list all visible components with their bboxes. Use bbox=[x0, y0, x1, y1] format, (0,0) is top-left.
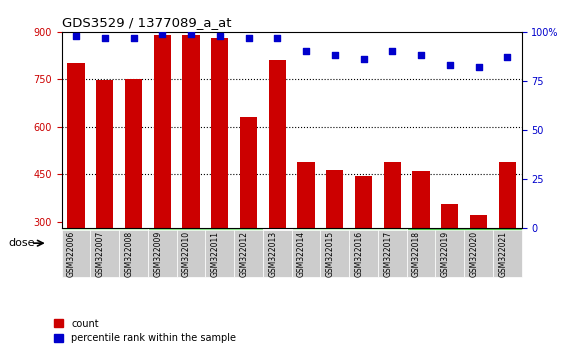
Point bbox=[72, 33, 81, 39]
Bar bbox=[441, 204, 458, 316]
Bar bbox=[297, 161, 315, 316]
Text: GSM322008: GSM322008 bbox=[125, 230, 134, 276]
Bar bbox=[292, 228, 407, 258]
Text: 5 mM: 5 mM bbox=[190, 238, 221, 248]
Point bbox=[417, 52, 426, 58]
Text: GSM322012: GSM322012 bbox=[240, 230, 249, 276]
Point bbox=[215, 33, 224, 39]
Text: GSM322010: GSM322010 bbox=[182, 230, 191, 276]
Text: dose: dose bbox=[8, 238, 35, 248]
Bar bbox=[240, 117, 257, 316]
Bar bbox=[499, 162, 516, 316]
Bar bbox=[326, 170, 343, 316]
Text: GDS3529 / 1377089_a_at: GDS3529 / 1377089_a_at bbox=[62, 16, 231, 29]
Point bbox=[100, 35, 109, 41]
Text: GSM322015: GSM322015 bbox=[326, 230, 335, 276]
Point bbox=[445, 62, 454, 68]
Point bbox=[359, 57, 368, 62]
Text: GSM322017: GSM322017 bbox=[383, 230, 392, 276]
Point bbox=[388, 48, 397, 54]
Bar bbox=[96, 80, 113, 316]
Point bbox=[158, 31, 167, 37]
Text: GSM322011: GSM322011 bbox=[211, 230, 220, 276]
Text: GSM322020: GSM322020 bbox=[470, 230, 479, 276]
Text: GSM322006: GSM322006 bbox=[67, 230, 76, 277]
Bar bbox=[211, 38, 228, 316]
Bar bbox=[355, 176, 373, 316]
Text: GSM322013: GSM322013 bbox=[268, 230, 277, 276]
Text: 30 mM: 30 mM bbox=[445, 238, 483, 248]
Bar bbox=[470, 215, 487, 316]
Point bbox=[474, 64, 483, 70]
Text: GSM322021: GSM322021 bbox=[498, 230, 507, 276]
Bar bbox=[154, 35, 171, 316]
Bar bbox=[125, 79, 142, 316]
Bar bbox=[62, 228, 148, 258]
Point bbox=[330, 52, 339, 58]
Legend: count, percentile rank within the sample: count, percentile rank within the sample bbox=[50, 315, 240, 347]
Text: 10 mM: 10 mM bbox=[330, 238, 368, 248]
Text: GSM322016: GSM322016 bbox=[355, 230, 364, 276]
Point bbox=[273, 35, 282, 41]
Point bbox=[244, 35, 253, 41]
Bar bbox=[407, 228, 522, 258]
Bar bbox=[67, 63, 85, 316]
Point bbox=[302, 48, 311, 54]
Bar bbox=[269, 60, 286, 316]
Text: GSM322009: GSM322009 bbox=[153, 230, 162, 277]
Text: GSM322007: GSM322007 bbox=[96, 230, 105, 277]
Bar bbox=[384, 162, 401, 316]
Point bbox=[187, 31, 196, 37]
Bar bbox=[148, 228, 263, 258]
Bar bbox=[412, 171, 430, 316]
Bar bbox=[182, 35, 200, 316]
Text: GSM322019: GSM322019 bbox=[441, 230, 450, 276]
Point bbox=[129, 35, 138, 41]
Text: 2 mM: 2 mM bbox=[89, 238, 121, 248]
Text: GSM322018: GSM322018 bbox=[412, 230, 421, 276]
Point bbox=[503, 55, 512, 60]
Text: GSM322014: GSM322014 bbox=[297, 230, 306, 276]
